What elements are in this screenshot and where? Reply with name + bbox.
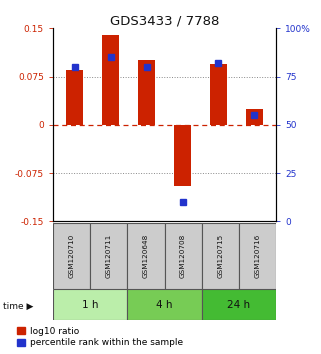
FancyBboxPatch shape (90, 223, 127, 289)
Bar (174, 125, 191, 186)
FancyBboxPatch shape (164, 223, 202, 289)
Text: GSM120708: GSM120708 (180, 234, 186, 278)
Bar (138, 61, 155, 125)
Text: GSM120711: GSM120711 (106, 234, 112, 278)
FancyBboxPatch shape (202, 289, 276, 320)
FancyBboxPatch shape (127, 223, 164, 289)
Text: GSM120715: GSM120715 (217, 234, 223, 278)
Title: GDS3433 / 7788: GDS3433 / 7788 (110, 14, 219, 27)
Text: 4 h: 4 h (156, 300, 173, 310)
Text: 24 h: 24 h (227, 300, 250, 310)
FancyBboxPatch shape (53, 289, 127, 320)
Bar (247, 109, 263, 125)
FancyBboxPatch shape (239, 223, 276, 289)
Text: 1 h: 1 h (82, 300, 99, 310)
Text: GSM120648: GSM120648 (143, 234, 149, 278)
Bar (210, 64, 227, 125)
Text: time ▶: time ▶ (3, 302, 34, 311)
Legend: log10 ratio, percentile rank within the sample: log10 ratio, percentile rank within the … (17, 327, 183, 347)
FancyBboxPatch shape (53, 223, 90, 289)
Text: GSM120716: GSM120716 (255, 234, 260, 278)
Bar (66, 70, 82, 125)
Bar (102, 35, 119, 125)
Text: GSM120710: GSM120710 (69, 234, 74, 278)
FancyBboxPatch shape (127, 289, 202, 320)
FancyBboxPatch shape (202, 223, 239, 289)
